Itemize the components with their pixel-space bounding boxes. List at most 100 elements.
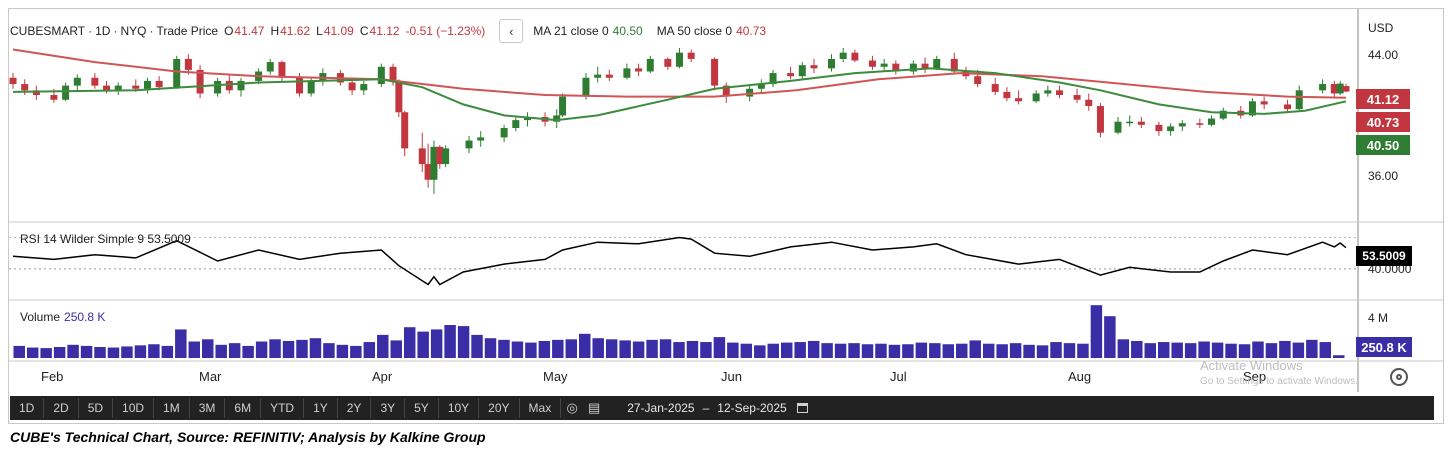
high-value: 41.62: [280, 24, 311, 38]
date-range-dash: –: [702, 401, 710, 415]
volume-bar: [1211, 342, 1224, 358]
volume-bar: [1063, 343, 1076, 358]
collapse-legend-button[interactable]: ‹: [499, 19, 524, 43]
range-10d-button[interactable]: 10D: [113, 398, 155, 418]
volume-bar: [794, 342, 806, 358]
volume-label: Volume: [20, 310, 61, 324]
volume-bar: [780, 342, 793, 358]
month-label: Jun: [721, 369, 742, 384]
range-2d-button[interactable]: 2D: [44, 398, 79, 418]
volume-bar: [1292, 342, 1305, 358]
candle-body: [184, 58, 192, 70]
volume-bar: [929, 343, 941, 358]
candle-body: [424, 164, 432, 180]
range-3y-button[interactable]: 3Y: [371, 398, 406, 418]
range-6m-button[interactable]: 6M: [225, 398, 262, 418]
table-view-icon[interactable]: ▤: [588, 400, 601, 415]
candle-body: [91, 77, 99, 86]
range-1m-button[interactable]: 1M: [154, 398, 190, 418]
range-5y-button[interactable]: 5Y: [405, 398, 439, 418]
rsi-label: RSI 14 Wilder Simple 9: [20, 232, 145, 246]
rsi-value-tag: 53.5009: [1356, 246, 1412, 266]
date-range-display[interactable]: 27-Jan-2025 – 12-Sep-2025: [627, 401, 808, 415]
range-3m-button[interactable]: 3M: [190, 398, 226, 418]
ma21-label[interactable]: MA 21 close 0: [533, 24, 609, 38]
date-to: 12-Sep-2025: [717, 401, 787, 415]
chart-frame: [8, 8, 1444, 424]
range-1y-button[interactable]: 1Y: [304, 398, 338, 418]
candle-body: [787, 73, 795, 77]
volume-bar: [1104, 316, 1116, 358]
rsi-legend[interactable]: RSI 14 Wilder Simple 9 53.5009: [20, 232, 191, 246]
volume-bar: [242, 345, 254, 358]
volume-bar: [350, 345, 362, 358]
settings-gear-icon[interactable]: [1390, 368, 1408, 386]
candle-body: [594, 74, 602, 78]
candle-body: [746, 88, 754, 97]
volume-legend[interactable]: Volume 250.8 K: [20, 310, 105, 324]
candle-body: [868, 60, 876, 67]
candle-body: [114, 85, 122, 91]
interval-label[interactable]: 1D: [95, 24, 111, 38]
candle-body: [401, 112, 409, 149]
candle-body: [582, 77, 590, 97]
volume-bar: [1036, 345, 1049, 358]
candle-body: [909, 63, 917, 72]
candle-body: [1219, 110, 1227, 119]
volume-bar: [1117, 339, 1130, 358]
range-1d-button[interactable]: 1D: [10, 398, 45, 418]
candle-body: [664, 58, 672, 67]
candle-body: [553, 115, 561, 122]
volume-bar: [430, 329, 443, 358]
volume-bar: [1279, 340, 1291, 358]
volume-bar: [323, 343, 335, 358]
rsi-line-group: [12, 236, 1347, 286]
chart-canvas[interactable]: [9, 9, 1443, 423]
symbol-name[interactable]: CUBESMART: [10, 24, 86, 38]
high-label: H: [270, 24, 280, 38]
candle-body: [892, 63, 900, 72]
volume-bar: [592, 338, 604, 358]
candle-body: [1342, 86, 1350, 92]
candle-body: [418, 148, 426, 165]
candle-body: [1096, 106, 1104, 133]
ma21-price-tag: 40.50: [1356, 135, 1410, 155]
volume-bar: [336, 344, 349, 358]
volume-bar: [1131, 340, 1143, 358]
date-from: 27-Jan-2025: [627, 401, 695, 415]
candle-body: [477, 137, 485, 141]
volume-bar: [646, 339, 658, 358]
calendar-icon[interactable]: [796, 403, 808, 413]
volume-bar: [659, 339, 672, 358]
volume-bar: [282, 340, 295, 358]
range-2y-button[interactable]: 2Y: [338, 398, 372, 418]
ma21-line: [12, 67, 1347, 122]
volume-bar: [875, 343, 887, 358]
volume-tick-label: 4 M: [1368, 311, 1389, 325]
close-label: C: [359, 24, 369, 38]
candle-body: [757, 84, 765, 89]
month-label: May: [543, 369, 568, 384]
ma50-label[interactable]: MA 50 close 0: [656, 24, 733, 38]
candle-body: [143, 80, 151, 89]
ma50-value: 40.73: [736, 24, 767, 38]
target-icon[interactable]: ◎: [566, 400, 578, 415]
range-5d-button[interactable]: 5D: [79, 398, 114, 418]
volume-bar: [1090, 305, 1103, 358]
candle-body: [1167, 126, 1175, 132]
candle-body: [687, 52, 695, 59]
volume-bar: [740, 343, 753, 358]
candle-body: [623, 68, 631, 78]
ma50-line: [12, 48, 1347, 99]
range-ytd-button[interactable]: YTD: [261, 398, 305, 418]
candle-body: [214, 80, 222, 94]
candle-body: [1015, 98, 1023, 102]
chart-gridlines: [9, 237, 1358, 270]
price-tick-label: 36.00: [1368, 169, 1399, 183]
range-10y-button[interactable]: 10Y: [439, 398, 480, 418]
candle-body: [635, 68, 643, 72]
range-20y-button[interactable]: 20Y: [479, 398, 520, 418]
volume-bar: [754, 345, 766, 358]
range-max-button[interactable]: Max: [520, 398, 562, 418]
volume-bar: [619, 340, 631, 358]
